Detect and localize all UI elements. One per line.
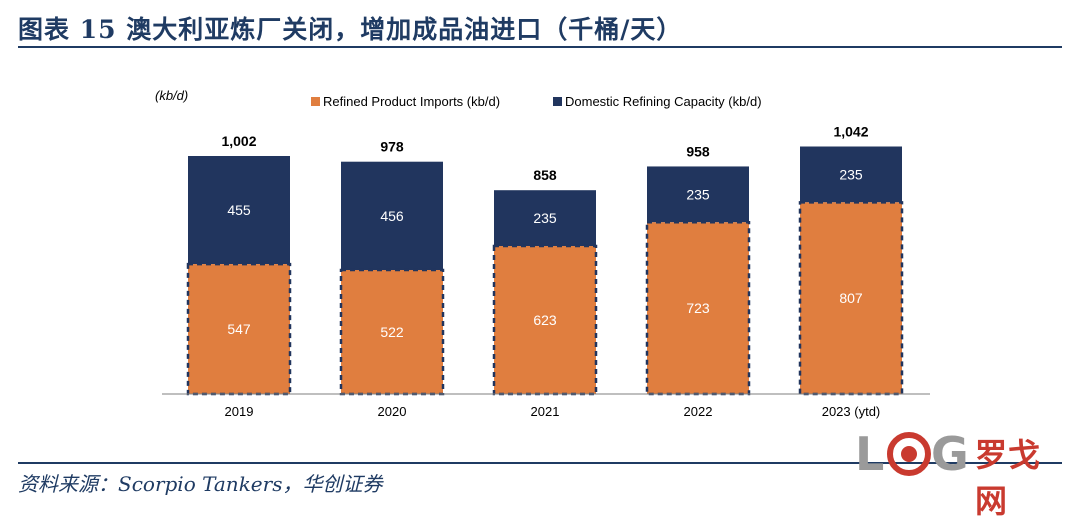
imports-value-label: 807 (839, 290, 863, 306)
bar-imports (492, 244, 598, 396)
bar-imports (339, 268, 445, 396)
figure-title: 图表 15 澳大利亚炼厂关闭，增加成品油进口（千桶/天） (18, 15, 683, 44)
bar-capacity (188, 156, 290, 265)
total-value-label: 978 (380, 139, 404, 155)
legend: Refined Product Imports (kb/d) Domestic R… (311, 94, 762, 109)
total-value-label: 858 (533, 167, 557, 183)
bar-capacity (647, 166, 749, 223)
imports-value-label: 723 (686, 300, 710, 316)
imports-value-label: 547 (227, 321, 251, 337)
imports-value-label: 623 (533, 312, 557, 328)
total-value-label: 1,002 (221, 133, 256, 149)
legend-swatch (311, 97, 320, 106)
legend-swatch (553, 97, 562, 106)
imports-value-label: 522 (380, 324, 404, 340)
logo-text: 罗戈网 (975, 436, 1042, 520)
capacity-value-label: 455 (227, 202, 251, 218)
capacity-value-label: 235 (686, 186, 710, 202)
capacity-value-label: 235 (839, 166, 863, 182)
source-note: 资料来源：Scorpio Tankers，华创证券 (18, 462, 1062, 497)
stacked-bar-chart: (kb/d) Refined Product Imports (kb/d) Dom… (155, 88, 930, 419)
legend-label: Domestic Refining Capacity (kb/d) (565, 94, 762, 109)
x-axis-labels: 2019 2020 2021 2022 2023 (ytd) (225, 404, 881, 419)
logo-target-icon (887, 432, 931, 476)
bars-group: 455 547 1,002 456 522 978 235 623 858 235 723 958 23… (186, 123, 904, 396)
total-value-label: 958 (686, 143, 710, 159)
bar-capacity (494, 190, 596, 247)
title-bar: 图表 15 澳大利亚炼厂关闭，增加成品油进口（千桶/天） (18, 6, 1062, 48)
x-tick-label: 2020 (378, 404, 407, 419)
x-tick-label: 2021 (531, 404, 560, 419)
capacity-value-label: 235 (533, 210, 557, 226)
logo-letter-l: L (855, 427, 884, 481)
capacity-value-label: 456 (380, 208, 404, 224)
x-tick-label: 2019 (225, 404, 254, 419)
unit-label: (kb/d) (155, 88, 188, 103)
bar-capacity (341, 161, 443, 271)
watermark-logo: L G 罗戈网 (855, 424, 1070, 520)
logo-letter-g: G (931, 427, 969, 481)
x-tick-label: 2023 (ytd) (822, 404, 881, 419)
bar-capacity (800, 146, 902, 203)
legend-label: Refined Product Imports (kb/d) (323, 94, 500, 109)
x-tick-label: 2022 (684, 404, 713, 419)
total-value-label: 1,042 (833, 123, 868, 139)
